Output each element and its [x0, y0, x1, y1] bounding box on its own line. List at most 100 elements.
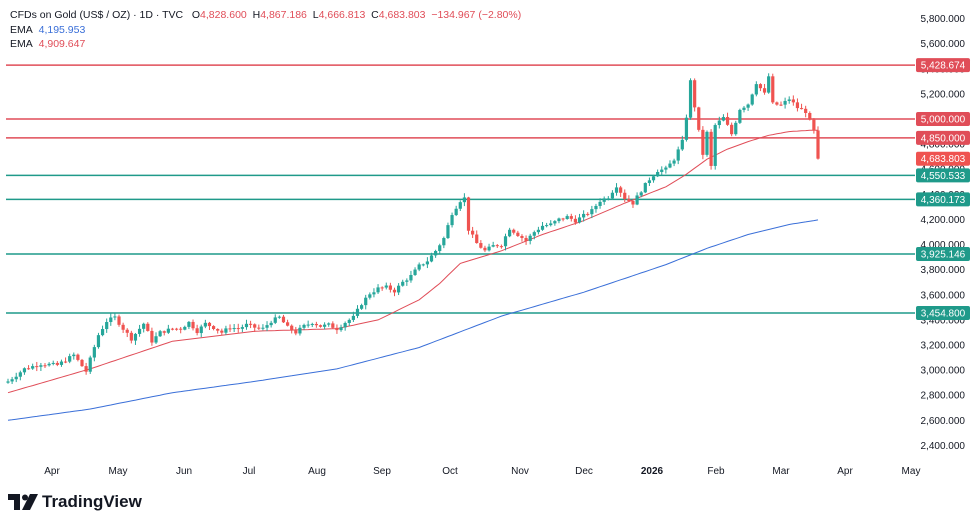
candle[interactable]	[31, 366, 35, 369]
candle[interactable]	[113, 316, 117, 318]
ema-slow-line[interactable]	[7, 219, 819, 421]
candle[interactable]	[631, 201, 635, 205]
candle[interactable]	[388, 285, 392, 290]
candle[interactable]	[635, 195, 639, 205]
candle[interactable]	[285, 322, 290, 326]
candle[interactable]	[557, 218, 561, 222]
candle[interactable]	[26, 368, 31, 370]
candle[interactable]	[302, 324, 306, 328]
ema-row-2[interactable]: EMA 4,909.647	[10, 38, 86, 50]
candle[interactable]	[643, 183, 647, 193]
candle[interactable]	[310, 323, 314, 325]
candle[interactable]	[277, 316, 281, 318]
candle[interactable]	[392, 289, 397, 293]
candle[interactable]	[713, 125, 717, 166]
level-tag[interactable]	[916, 58, 970, 73]
candle[interactable]	[183, 326, 187, 330]
candle[interactable]	[203, 322, 207, 327]
candle[interactable]	[647, 180, 652, 184]
candle[interactable]	[360, 305, 364, 309]
level-tag[interactable]	[916, 168, 970, 183]
candle[interactable]	[290, 325, 294, 331]
candle[interactable]	[244, 323, 249, 328]
candle[interactable]	[499, 246, 504, 248]
candle[interactable]	[154, 336, 158, 343]
candle[interactable]	[532, 232, 536, 236]
candle[interactable]	[72, 354, 76, 357]
candle[interactable]	[105, 322, 109, 330]
candle[interactable]	[162, 331, 166, 333]
candle[interactable]	[236, 328, 240, 330]
candle[interactable]	[142, 323, 146, 329]
candle[interactable]	[265, 325, 269, 328]
candle[interactable]	[339, 327, 343, 331]
candle[interactable]	[401, 281, 405, 286]
candle[interactable]	[610, 192, 615, 199]
candle[interactable]	[466, 197, 471, 231]
candle[interactable]	[129, 332, 133, 341]
candle[interactable]	[351, 315, 355, 320]
candle[interactable]	[754, 84, 758, 95]
candle[interactable]	[216, 328, 220, 331]
level-tag[interactable]	[916, 246, 970, 261]
candle[interactable]	[117, 316, 121, 325]
candle[interactable]	[721, 117, 726, 121]
candle[interactable]	[582, 213, 586, 218]
candle[interactable]	[68, 356, 72, 362]
candle[interactable]	[799, 108, 804, 110]
candle[interactable]	[397, 285, 401, 293]
candle[interactable]	[660, 169, 664, 173]
candle[interactable]	[347, 319, 351, 323]
candle[interactable]	[495, 245, 499, 247]
candle[interactable]	[253, 324, 257, 328]
candle[interactable]	[92, 347, 96, 358]
candle[interactable]	[479, 243, 483, 248]
candle[interactable]	[738, 109, 742, 123]
candle[interactable]	[100, 329, 105, 336]
candle[interactable]	[331, 323, 335, 328]
candle[interactable]	[573, 218, 578, 223]
candle[interactable]	[240, 327, 244, 329]
candle[interactable]	[779, 104, 783, 106]
candle[interactable]	[693, 80, 697, 108]
candle[interactable]	[569, 216, 573, 219]
candle[interactable]	[109, 317, 113, 323]
level-tag[interactable]	[916, 130, 970, 145]
candle[interactable]	[483, 247, 487, 251]
candle[interactable]	[96, 335, 101, 348]
candle[interactable]	[55, 362, 59, 365]
candle[interactable]	[791, 99, 795, 103]
candle[interactable]	[158, 331, 162, 337]
candle[interactable]	[684, 117, 689, 140]
candle[interactable]	[211, 326, 216, 329]
candle[interactable]	[125, 329, 129, 333]
candle[interactable]	[540, 225, 545, 230]
candle[interactable]	[623, 192, 627, 200]
candle[interactable]	[454, 208, 458, 216]
candle[interactable]	[63, 361, 68, 363]
candle[interactable]	[812, 119, 816, 131]
candle[interactable]	[318, 325, 323, 327]
candle[interactable]	[166, 328, 170, 333]
candle[interactable]	[561, 218, 565, 220]
candle[interactable]	[434, 250, 438, 256]
ema-fast-line[interactable]	[7, 129, 818, 394]
candle[interactable]	[80, 359, 84, 367]
candle[interactable]	[549, 223, 553, 226]
candle[interactable]	[528, 235, 532, 241]
candle[interactable]	[688, 80, 693, 118]
candle[interactable]	[446, 225, 450, 239]
candle[interactable]	[512, 229, 516, 233]
candle[interactable]	[372, 292, 376, 295]
candle[interactable]	[228, 328, 232, 330]
candle[interactable]	[536, 229, 541, 233]
candle[interactable]	[261, 327, 265, 329]
candle[interactable]	[174, 328, 179, 330]
candle[interactable]	[43, 365, 47, 367]
level-tag[interactable]	[916, 112, 970, 126]
candle[interactable]	[207, 322, 212, 327]
candle[interactable]	[598, 201, 602, 206]
candle[interactable]	[224, 328, 228, 333]
candle[interactable]	[59, 361, 64, 365]
